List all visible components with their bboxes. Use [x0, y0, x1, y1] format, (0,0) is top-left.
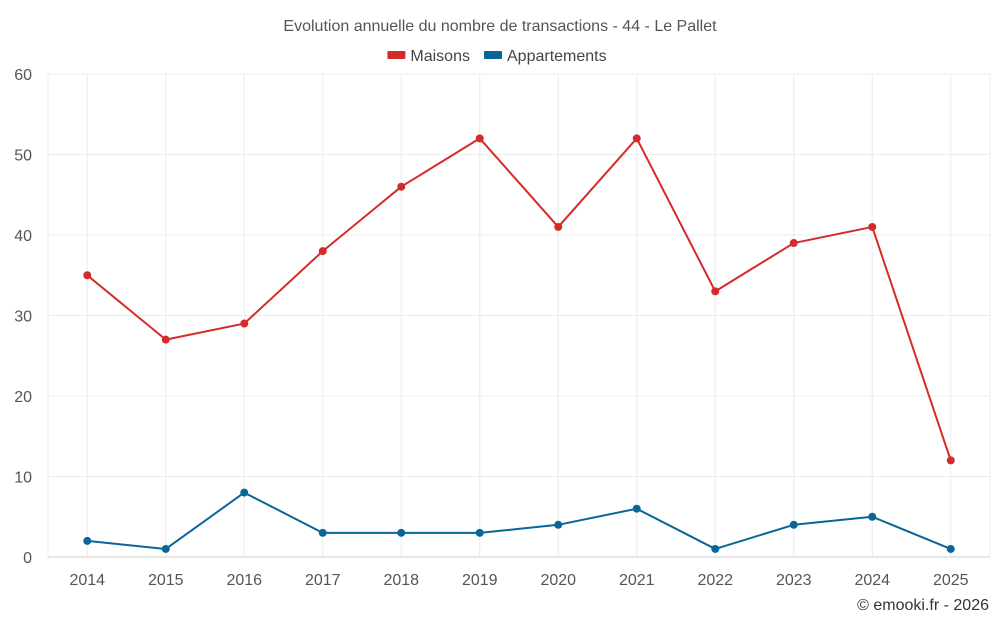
y-tick-label: 0	[23, 550, 32, 567]
data-point-appartements	[868, 512, 877, 521]
y-tick-label: 50	[14, 148, 32, 165]
grid	[47, 73, 991, 558]
y-tick-label: 20	[14, 389, 32, 406]
x-tick-label: 2021	[619, 572, 655, 589]
credit-text: © emooki.fr - 2026	[857, 597, 989, 614]
data-point-appartements	[397, 528, 406, 537]
x-tick-label: 2022	[697, 572, 733, 589]
data-point-maisons	[318, 247, 327, 256]
x-tick-label: 2018	[383, 572, 419, 589]
y-tick-label: 30	[14, 309, 32, 326]
data-point-appartements	[554, 520, 563, 529]
legend-label-maisons: Maisons	[410, 48, 470, 65]
series-line-maisons	[86, 137, 952, 461]
series-layer	[83, 134, 955, 553]
data-point-appartements	[161, 544, 170, 553]
data-point-maisons	[554, 222, 563, 231]
x-tick-label: 2025	[933, 572, 969, 589]
data-point-appartements	[711, 544, 720, 553]
x-axis-ticks: 2014 2015 2016 2017 2018 2019 2020 2021 2022 2023…	[69, 572, 968, 589]
legend: Maisons Appartements	[387, 48, 607, 65]
x-tick-label: 2014	[69, 572, 105, 589]
chart-title: Evolution annuelle du nombre de transact…	[283, 18, 717, 35]
data-point-appartements	[318, 528, 327, 537]
legend-swatch-maisons	[387, 51, 406, 59]
data-point-maisons	[868, 222, 877, 231]
data-point-appartements	[946, 544, 955, 553]
series-line-appartements	[87, 491, 952, 550]
data-point-appartements	[789, 520, 798, 529]
x-tick-label: 2015	[148, 572, 184, 589]
data-point-maisons	[475, 134, 484, 143]
legend-swatch-appartements	[484, 51, 502, 59]
x-tick-label: 2020	[540, 572, 576, 589]
y-axis-ticks: 0 10 20 30 40 50 60	[14, 67, 32, 567]
y-tick-label: 10	[14, 470, 32, 487]
x-tick-label: 2016	[226, 572, 262, 589]
data-point-maisons	[711, 287, 720, 296]
data-point-maisons	[946, 456, 955, 465]
x-tick-label: 2019	[462, 572, 498, 589]
x-tick-label: 2024	[854, 572, 890, 589]
data-point-maisons	[240, 319, 249, 328]
data-point-maisons	[83, 271, 92, 280]
y-tick-label: 60	[14, 67, 32, 84]
y-tick-label: 40	[14, 228, 32, 245]
data-point-maisons	[632, 134, 641, 143]
data-point-maisons	[161, 335, 170, 344]
data-point-appartements	[83, 536, 92, 545]
data-point-maisons	[789, 239, 798, 248]
data-point-appartements	[240, 488, 249, 497]
x-tick-label: 2023	[776, 572, 812, 589]
data-point-appartements	[632, 504, 641, 513]
x-tick-label: 2017	[305, 572, 341, 589]
data-point-appartements	[475, 528, 484, 537]
data-point-maisons	[397, 182, 406, 191]
legend-label-appartements: Appartements	[507, 48, 607, 65]
